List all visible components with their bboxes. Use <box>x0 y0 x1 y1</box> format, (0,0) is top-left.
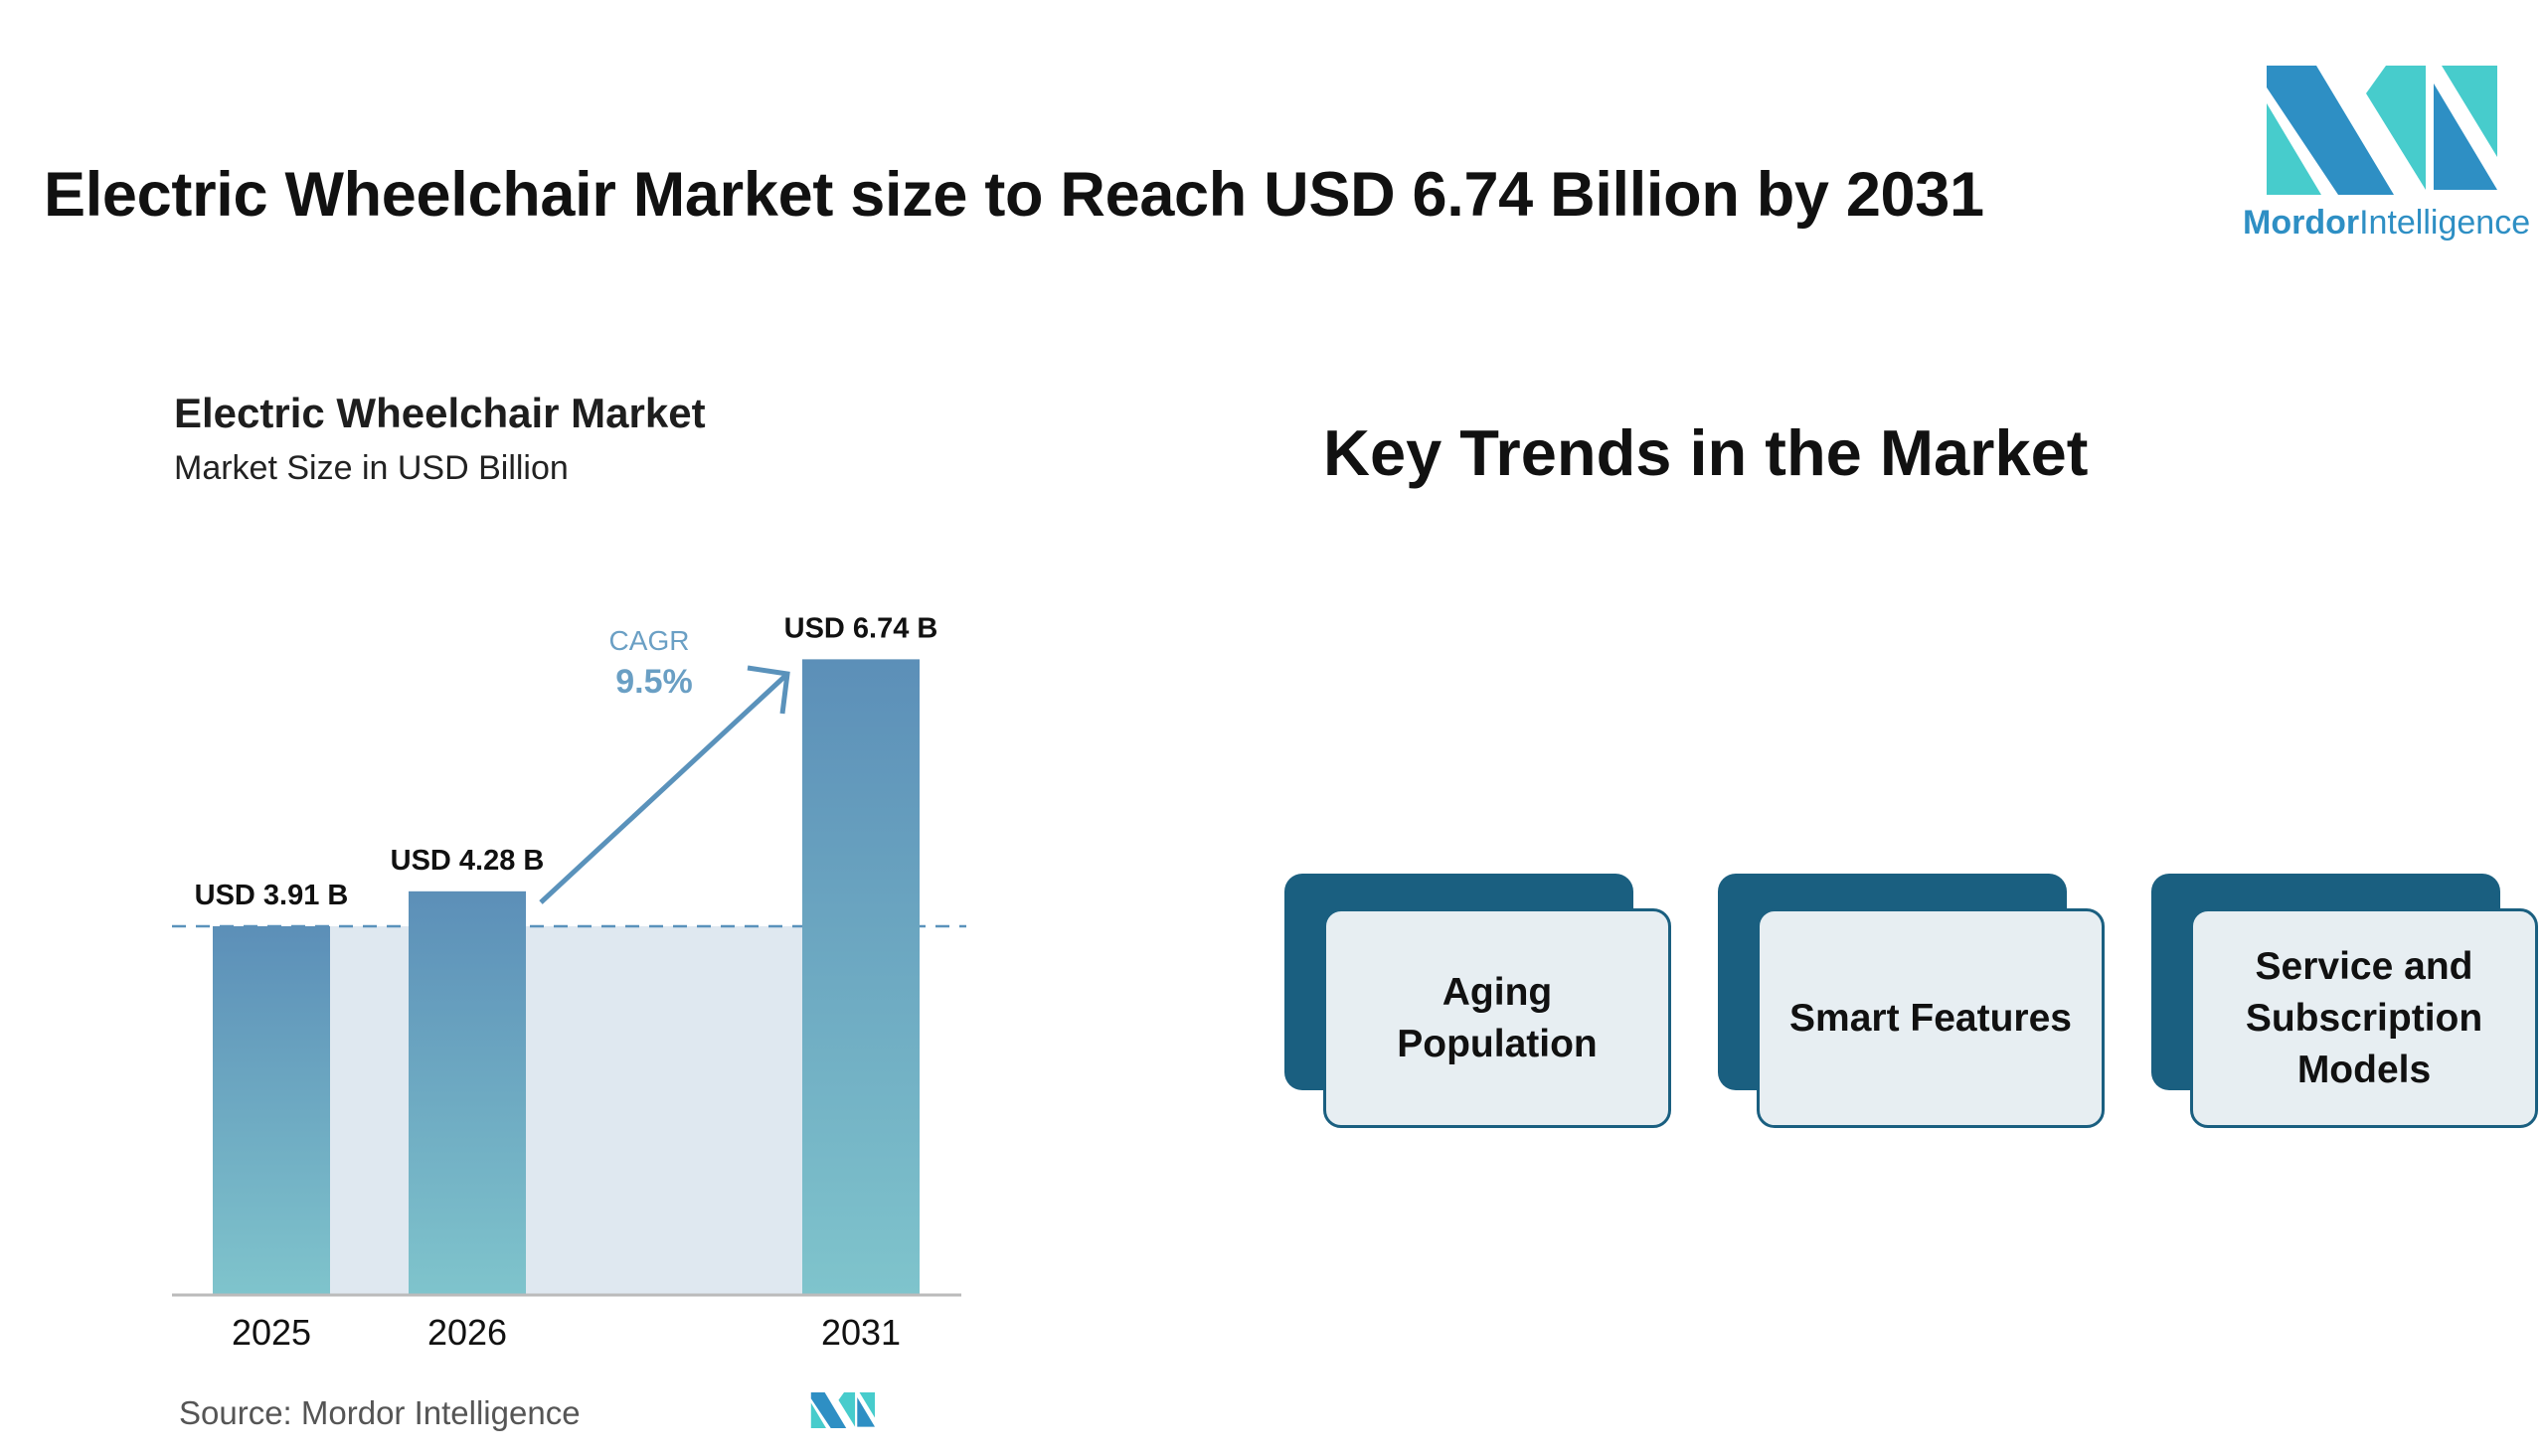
trend-card-aging-population: Aging Population <box>1284 874 1677 1134</box>
data-label-2025: USD 3.91 B <box>195 880 349 911</box>
trend-card-smart-features: Smart Features <box>1718 874 2111 1134</box>
trend-label: Aging Population <box>1323 908 1671 1128</box>
chart-title: Electric Wheelchair Market <box>174 390 706 436</box>
cagr-arrow-head <box>747 665 790 715</box>
data-label-2026: USD 4.28 B <box>391 845 545 877</box>
source-note: Source: Mordor Intelligence <box>179 1394 581 1431</box>
logo-brand-light: Intelligence <box>2359 204 2531 242</box>
bar-2031 <box>802 659 920 1295</box>
chart-subtitle: Market Size in USD Billion <box>174 449 569 487</box>
cagr-value: 9.5% <box>615 663 693 701</box>
x-tick-label-2031: 2031 <box>821 1312 901 1353</box>
mordor-logo-icon <box>2267 66 2497 195</box>
cagr-label: CAGR <box>609 625 690 656</box>
bar-chart: USD 3.91 B 2025 USD 4.28 B 2026 USD 6.74 B 20… <box>172 612 966 1353</box>
trend-label: Service and Subscription Models <box>2190 908 2538 1128</box>
logo-text: MordorIntelligence <box>2243 204 2530 243</box>
cagr-arrow-line <box>539 674 787 904</box>
page-title: Electric Wheelchair Market size to Reach… <box>44 160 1984 230</box>
bar-2026 <box>409 890 526 1295</box>
data-label-2031: USD 6.74 B <box>784 612 938 644</box>
trend-label: Smart Features <box>1757 908 2105 1128</box>
x-tick-label-2025: 2025 <box>232 1312 311 1353</box>
logo-brand-bold: Mordor <box>2243 204 2360 242</box>
trends-title: Key Trends in the Market <box>1323 416 2089 489</box>
x-tick-label-2026: 2026 <box>427 1312 507 1353</box>
trend-card-service-subscription: Service and Subscription Models <box>2151 874 2544 1134</box>
small-logo-icon <box>810 1392 876 1428</box>
baseline-fill-region <box>213 925 920 1295</box>
bar-2025 <box>213 925 330 1295</box>
